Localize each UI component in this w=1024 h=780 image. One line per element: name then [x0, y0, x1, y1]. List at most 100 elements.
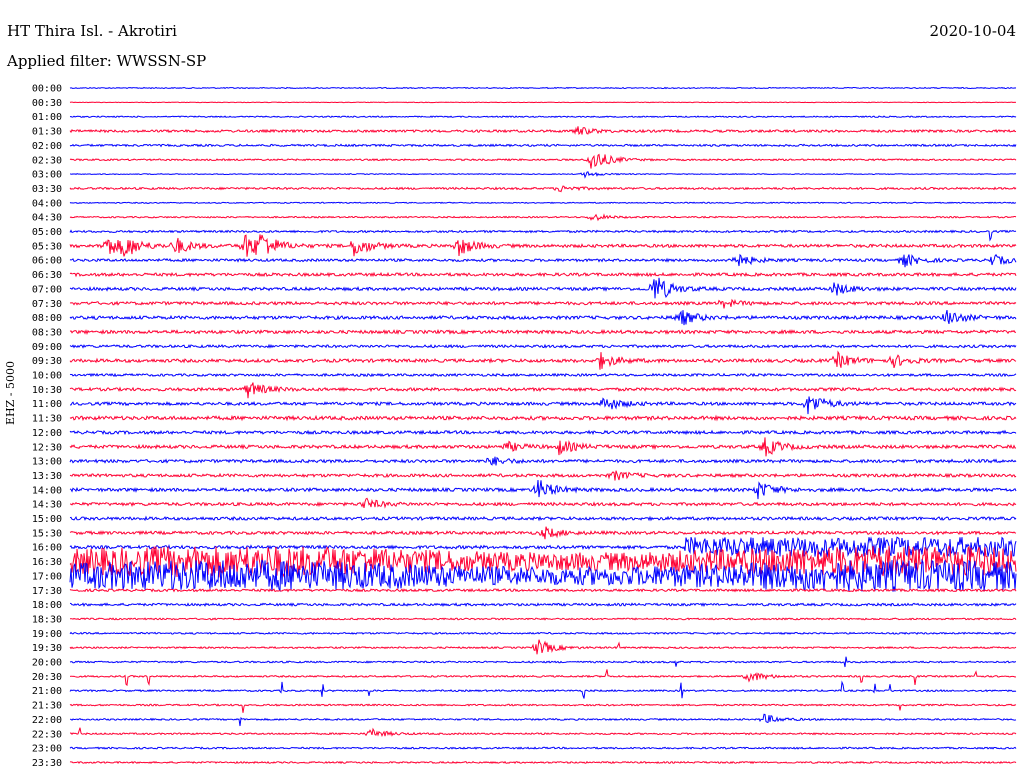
trace-0330 [69, 185, 1017, 193]
row-tick-label: 15:30 [32, 528, 62, 539]
trace-1400 [69, 479, 1017, 500]
trace-0430 [69, 213, 1017, 222]
row-tick-label: 08:30 [32, 327, 62, 338]
trace-1130 [69, 414, 1017, 422]
trace-0200 [69, 143, 1017, 148]
trace-0130 [69, 126, 1017, 135]
row-tick-label: 00:00 [32, 84, 62, 95]
filter-label: Applied filter: WWSSN-SP [7, 52, 207, 70]
row-tick-label: 14:30 [32, 500, 62, 511]
trace-0300 [70, 171, 1017, 179]
row-tick-label: 10:30 [32, 385, 62, 396]
trace-1330 [69, 470, 1017, 481]
row-tick-label: 21:30 [32, 701, 62, 712]
row-tick-label: 20:30 [32, 672, 62, 683]
trace-0630 [69, 271, 1017, 278]
trace-2130 [69, 703, 1017, 713]
trace-0030 [69, 101, 1017, 104]
row-tick-label: 02:00 [32, 141, 62, 152]
trace-0600 [69, 253, 1017, 268]
trace-0800 [69, 309, 1017, 326]
trace-0830 [69, 328, 1017, 335]
row-tick-label: 03:00 [32, 170, 62, 181]
trace-1700 [69, 558, 1017, 593]
trace-0400 [69, 201, 1017, 204]
row-tick-label: 05:00 [32, 227, 62, 238]
row-tick-label: 05:30 [32, 241, 62, 252]
row-tick-label: 15:00 [32, 514, 62, 525]
trace-group [69, 86, 1017, 765]
row-tick-label: 04:30 [32, 213, 62, 224]
row-tick-label: 09:00 [32, 342, 62, 353]
row-tick-label: 07:00 [32, 284, 62, 295]
trace-2000 [69, 656, 1016, 668]
trace-1930 [69, 639, 1017, 655]
trace-0100 [69, 115, 1017, 119]
row-tick-label: 01:30 [32, 127, 62, 138]
trace-1800 [69, 602, 1017, 608]
row-tick-label: 13:00 [32, 457, 62, 468]
row-tick-label: 12:30 [32, 442, 62, 453]
trace-0700 [69, 277, 1017, 299]
trace-1730 [69, 587, 1017, 593]
row-tick-label: 07:30 [32, 299, 62, 310]
trace-1300 [69, 456, 1017, 466]
row-tick-label: 17:30 [32, 586, 62, 597]
trace-1430 [69, 497, 1017, 509]
trace-1030 [69, 382, 1017, 399]
row-tick-label: 06:30 [32, 270, 62, 281]
trace-1100 [69, 396, 1017, 415]
row-tick-label: 19:30 [32, 643, 62, 654]
row-tick-label: 13:30 [32, 471, 62, 482]
row-tick-label: 03:30 [32, 184, 62, 195]
trace-2330 [69, 760, 1017, 765]
row-tick-label: 21:00 [32, 686, 62, 697]
trace-1000 [69, 372, 1017, 378]
row-tick-label: 09:30 [32, 356, 62, 367]
row-tick-label: 14:00 [32, 485, 62, 496]
trace-1530 [69, 526, 1017, 540]
row-tick-label: 22:00 [32, 715, 62, 726]
row-tick-label: 08:00 [32, 313, 62, 324]
row-tick-label: 06:00 [32, 256, 62, 267]
row-tick-label: 23:30 [32, 758, 62, 769]
trace-0230 [69, 153, 1017, 169]
trace-1600 [69, 536, 1017, 558]
row-tick-label: 11:00 [32, 399, 62, 410]
row-tick-label: 01:00 [32, 112, 62, 123]
trace-1200 [69, 429, 1017, 436]
row-tick-label: 23:00 [32, 744, 62, 755]
row-tick-label: 10:00 [32, 371, 62, 382]
trace-1630 [69, 544, 1017, 579]
trace-2100 [69, 680, 1017, 699]
trace-0930 [69, 350, 1017, 370]
trace-2230 [69, 727, 1017, 738]
row-tick-label: 18:30 [32, 614, 62, 625]
trace-2030 [69, 669, 1017, 687]
row-tick-label: 16:30 [32, 557, 62, 568]
row-tick-label: 17:00 [32, 571, 62, 582]
row-tick-label: 16:00 [32, 543, 62, 554]
trace-1500 [69, 515, 1017, 522]
trace-1900 [69, 631, 1017, 635]
trace-0900 [69, 343, 1017, 349]
row-tick-label: 19:00 [32, 629, 62, 640]
trace-2200 [69, 713, 1017, 727]
tick-label-group: 00:00 00:30 01:00 01:30 02:00 02:30 03:00 03:30… [32, 84, 62, 769]
row-tick-label: 00:30 [32, 98, 62, 109]
row-tick-label: 22:30 [32, 729, 62, 740]
trace-0530 [69, 234, 1017, 257]
trace-0500 [69, 229, 1017, 242]
trace-1830 [69, 617, 1017, 621]
trace-0000 [69, 86, 1017, 90]
row-tick-label: 20:00 [32, 658, 62, 669]
station-title: HT Thira Isl. - Akrotiri [7, 22, 177, 40]
row-tick-label: 18:00 [32, 600, 62, 611]
row-tick-label: 11:30 [32, 414, 62, 425]
trace-1230 [69, 437, 1016, 457]
row-tick-label: 04:00 [32, 198, 62, 209]
row-tick-label: 02:30 [32, 155, 62, 166]
date-label: 2020-10-04 [929, 22, 1016, 40]
trace-2300 [69, 746, 1017, 750]
